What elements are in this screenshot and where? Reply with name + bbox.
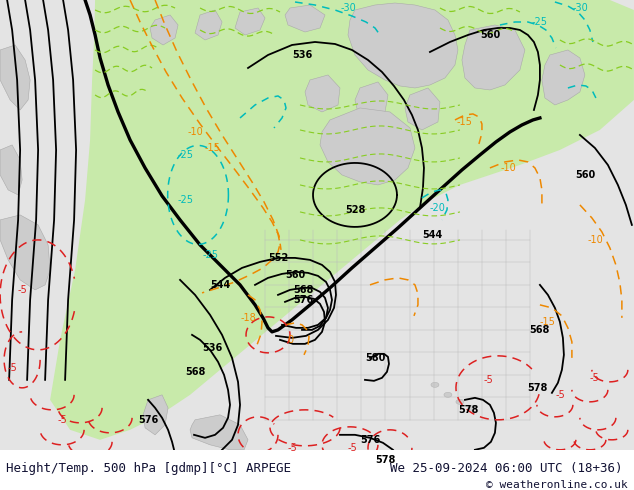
- Text: -15: -15: [457, 117, 473, 127]
- Text: Height/Temp. 500 hPa [gdmp][°C] ARPEGE: Height/Temp. 500 hPa [gdmp][°C] ARPEGE: [6, 462, 291, 475]
- Polygon shape: [0, 145, 22, 195]
- Ellipse shape: [468, 405, 476, 410]
- Text: 580: 580: [365, 353, 385, 363]
- Polygon shape: [50, 0, 634, 440]
- Text: -25: -25: [202, 250, 218, 260]
- Text: -15: -15: [540, 317, 556, 327]
- Ellipse shape: [431, 382, 439, 387]
- Text: 576: 576: [293, 295, 313, 305]
- Text: -15: -15: [204, 143, 220, 153]
- Text: 552: 552: [268, 253, 288, 263]
- Polygon shape: [305, 75, 340, 112]
- Text: -10: -10: [500, 163, 516, 173]
- Text: © weatheronline.co.uk: © weatheronline.co.uk: [486, 480, 628, 490]
- Polygon shape: [143, 395, 168, 435]
- Text: 578: 578: [458, 405, 478, 415]
- Text: 560: 560: [575, 170, 595, 180]
- Text: -5: -5: [7, 363, 17, 373]
- Text: -25: -25: [177, 150, 193, 160]
- Polygon shape: [462, 25, 525, 90]
- Text: 560: 560: [285, 270, 305, 280]
- Text: -20: -20: [430, 203, 446, 213]
- Text: 578: 578: [527, 383, 548, 393]
- Text: -5: -5: [555, 390, 565, 400]
- Text: -30: -30: [340, 3, 356, 13]
- Text: -5: -5: [483, 375, 493, 385]
- Ellipse shape: [444, 392, 452, 397]
- Text: 576: 576: [360, 435, 380, 445]
- Ellipse shape: [456, 399, 464, 404]
- Text: 576: 576: [138, 415, 158, 425]
- Text: 568: 568: [293, 285, 313, 295]
- Text: -10: -10: [187, 127, 203, 137]
- Text: -5: -5: [57, 415, 67, 425]
- Text: 536: 536: [292, 50, 312, 60]
- Polygon shape: [320, 108, 415, 185]
- Polygon shape: [355, 82, 388, 120]
- Text: -30: -30: [572, 3, 588, 13]
- Polygon shape: [405, 88, 440, 130]
- Polygon shape: [348, 3, 458, 88]
- Text: 544: 544: [422, 230, 442, 240]
- Polygon shape: [0, 215, 50, 290]
- Text: 568: 568: [530, 325, 550, 335]
- Text: 578: 578: [375, 455, 395, 465]
- Text: 0: 0: [287, 335, 293, 345]
- Text: -5: -5: [287, 443, 297, 453]
- Text: -25: -25: [177, 195, 193, 205]
- Polygon shape: [285, 5, 325, 32]
- Polygon shape: [235, 8, 265, 35]
- Text: 528: 528: [345, 205, 365, 215]
- Polygon shape: [195, 10, 222, 40]
- Text: 544: 544: [210, 280, 230, 290]
- Polygon shape: [190, 415, 248, 450]
- Text: We 25-09-2024 06:00 UTC (18+36): We 25-09-2024 06:00 UTC (18+36): [390, 462, 623, 475]
- Text: -5: -5: [347, 443, 357, 453]
- Text: -10: -10: [588, 235, 604, 245]
- Text: -5: -5: [590, 373, 600, 383]
- Polygon shape: [0, 45, 30, 110]
- Text: 536: 536: [202, 343, 222, 353]
- Text: -25: -25: [532, 17, 548, 27]
- Text: -18: -18: [240, 313, 256, 323]
- Polygon shape: [542, 50, 585, 105]
- Text: 568: 568: [185, 367, 205, 377]
- Text: 560: 560: [480, 30, 500, 40]
- Text: -5: -5: [17, 285, 27, 295]
- Polygon shape: [150, 15, 178, 45]
